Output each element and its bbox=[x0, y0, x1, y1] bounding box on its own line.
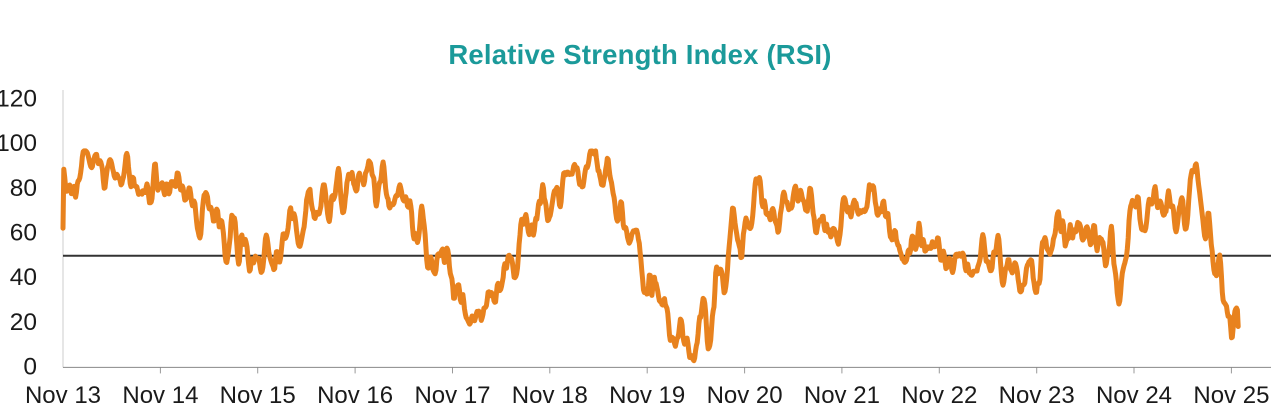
svg-text:Nov 19: Nov 19 bbox=[609, 382, 685, 409]
svg-text:Nov 15: Nov 15 bbox=[220, 382, 296, 409]
svg-text:120: 120 bbox=[0, 86, 37, 113]
svg-text:Nov 16: Nov 16 bbox=[317, 382, 393, 409]
svg-text:Nov 20: Nov 20 bbox=[707, 382, 783, 409]
svg-text:Nov 18: Nov 18 bbox=[512, 382, 588, 409]
svg-text:Nov 22: Nov 22 bbox=[901, 382, 977, 409]
svg-text:Nov 24: Nov 24 bbox=[1096, 382, 1172, 409]
svg-text:80: 80 bbox=[10, 175, 37, 202]
svg-text:Nov 23: Nov 23 bbox=[999, 382, 1075, 409]
svg-text:0: 0 bbox=[23, 353, 37, 380]
svg-text:100: 100 bbox=[0, 130, 37, 157]
svg-text:40: 40 bbox=[10, 264, 37, 291]
svg-text:Nov 25: Nov 25 bbox=[1193, 382, 1269, 409]
svg-text:Nov 14: Nov 14 bbox=[122, 382, 198, 409]
svg-text:Nov 17: Nov 17 bbox=[414, 382, 490, 409]
svg-text:20: 20 bbox=[10, 309, 37, 336]
svg-text:60: 60 bbox=[10, 220, 37, 247]
svg-text:Nov 21: Nov 21 bbox=[804, 382, 880, 409]
svg-text:Nov 13: Nov 13 bbox=[25, 382, 101, 409]
